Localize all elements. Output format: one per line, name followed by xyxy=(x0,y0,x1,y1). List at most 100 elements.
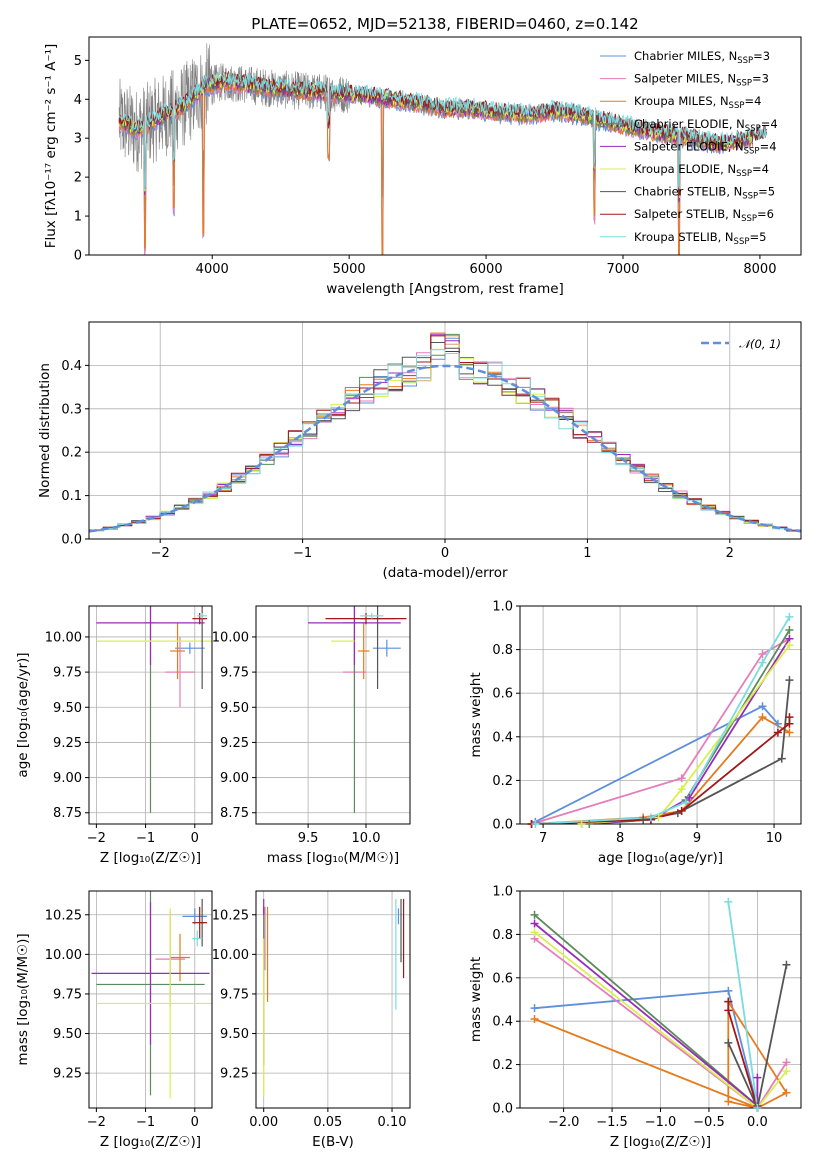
y-tick-label: 9.50 xyxy=(220,701,249,716)
legend-label: Chabrier MILES, NSSP=3 xyxy=(634,49,770,66)
x-tick-label: 10.0 xyxy=(352,831,381,846)
plot-area xyxy=(308,606,407,813)
x-axis-label: wavelength [Angstrom, rest frame] xyxy=(326,281,564,297)
plot-area xyxy=(91,891,212,1099)
legend-label: Salpeter MILES, NSSP=3 xyxy=(634,72,769,89)
y-tick-label: 4 xyxy=(74,93,82,108)
plot-area xyxy=(96,606,212,813)
data-point xyxy=(646,813,655,822)
x-tick-label: −2.0 xyxy=(548,1115,580,1130)
y-axis-label: mass [log₁₀(M/M☉)] xyxy=(15,933,31,1065)
age-vs-mass-axes: 9.5 10.0 8.75 9.00 9.25 9.50 9.75 10.00 mass [lo… xyxy=(212,605,411,866)
series-line-chabrier-stelib xyxy=(727,964,788,1108)
y-tick-label: 9.25 xyxy=(53,736,82,751)
legend-label: Salpeter ELODIE, NSSP=4 xyxy=(634,139,777,156)
y-tick-label: 9.25 xyxy=(220,736,249,751)
data-point xyxy=(530,1004,539,1013)
data-point xyxy=(531,820,540,828)
y-axis-label: Normed distribution xyxy=(37,363,53,498)
age-vs-metallicity-axes: −2 −1 0 8.75 9.00 9.25 9.50 9.75 10.00 Z [log₁₀(Z… xyxy=(15,605,213,866)
data-point xyxy=(782,1067,791,1076)
data-point xyxy=(724,997,733,1006)
data-point xyxy=(777,754,786,763)
y-tick-label: 0.1 xyxy=(61,489,82,504)
data-point xyxy=(530,928,539,937)
data-point xyxy=(724,1006,733,1015)
axes-frame xyxy=(88,890,213,1109)
x-tick-label: 7000 xyxy=(606,262,639,277)
x-tick-label: −0.5 xyxy=(693,1115,725,1130)
y-axis-label: mass weight xyxy=(468,957,484,1042)
y-axis-label: age [log₁₀(age/yr)] xyxy=(15,652,31,777)
x-tick-label: −1.0 xyxy=(645,1115,677,1130)
plot-area xyxy=(118,43,768,255)
y-tick-label: 0.4 xyxy=(61,359,82,374)
residual-histogram-salpeter-stelib xyxy=(89,335,801,532)
x-tick-label: 0.10 xyxy=(378,1115,407,1130)
x-tick-label: 4000 xyxy=(196,262,229,277)
x-axis-label: (data-model)/error xyxy=(382,565,508,581)
data-point xyxy=(753,1104,762,1112)
y-tick-label: 10.00 xyxy=(45,630,82,645)
x-axis-label: Z [log₁₀(Z/Z☉)] xyxy=(100,850,201,866)
x-tick-label: 5000 xyxy=(333,262,366,277)
x-tick-label: −2 xyxy=(87,1115,106,1130)
y-tick-label: 10.00 xyxy=(212,948,249,963)
data-point xyxy=(654,813,663,822)
series-line-kroupa-miles xyxy=(531,716,790,824)
data-point xyxy=(724,1038,733,1047)
y-tick-label: 9.75 xyxy=(53,987,82,1002)
legend-label: Kroupa MILES, NSSP=4 xyxy=(634,94,761,111)
data-point xyxy=(530,910,539,919)
x-tick-label: −1 xyxy=(293,546,312,561)
y-tick-label: 9.50 xyxy=(53,701,82,716)
data-point xyxy=(685,793,694,802)
x-tick-label: 2 xyxy=(726,546,734,561)
y-tick-label: 9.75 xyxy=(53,666,82,681)
mass-vs-ebv-axes: 0.00 0.05 0.10 9.25 9.50 9.75 10.00 10.25 E(B-V) xyxy=(212,890,411,1150)
x-tick-label: 0.0 xyxy=(747,1115,768,1130)
axes-frame xyxy=(88,36,802,256)
mass-vs-metallicity-axes: −2 −1 0 9.25 9.50 9.75 10.00 10.25 Z [log₁₀(Z/Z☉… xyxy=(15,890,213,1150)
x-tick-label: 0.05 xyxy=(313,1115,342,1130)
x-tick-label: 6000 xyxy=(470,262,503,277)
y-tick-label: 0.3 xyxy=(61,402,82,417)
legend: Chabrier MILES, NSSP=3 Salpeter MILES, NS… xyxy=(600,49,778,247)
data-point xyxy=(773,719,782,728)
data-point xyxy=(677,785,686,794)
y-tick-label: 0.2 xyxy=(61,446,82,461)
x-tick-label: 7 xyxy=(539,831,547,846)
residuals-axes: −2 −1 0 1 2 0.0 0.1 0.2 0.3 0.4 (data-model)/error… xyxy=(37,321,802,581)
data-point xyxy=(677,774,686,783)
series-line-salpeter-miles xyxy=(531,637,790,824)
x-tick-label: 0 xyxy=(191,831,199,846)
y-tick-label: 0.6 xyxy=(492,971,513,986)
mass-weight-vs-metallicity-axes: −2.0 −1.5 −1.0 −0.5 0.0 0.0 0.2 0.4 0.6 0.8 1.0 Z [… xyxy=(468,885,802,1150)
data-point xyxy=(530,919,539,928)
y-tick-label: 9.75 xyxy=(220,987,249,1002)
y-tick-label: 8.75 xyxy=(220,806,249,821)
y-tick-label: 10.00 xyxy=(212,630,249,645)
y-tick-label: 10.25 xyxy=(212,908,249,923)
data-point xyxy=(724,986,733,995)
data-point xyxy=(758,702,767,711)
data-point xyxy=(782,960,791,969)
y-tick-label: 1.0 xyxy=(492,885,513,900)
data-point xyxy=(758,713,767,722)
y-tick-label: 1.0 xyxy=(492,600,513,615)
x-axis-label: Z [log₁₀(Z/Z☉)] xyxy=(100,1134,201,1150)
y-tick-label: 1 xyxy=(74,210,82,225)
data-point xyxy=(681,798,690,807)
data-point xyxy=(585,820,594,828)
x-tick-label: 1 xyxy=(583,546,591,561)
legend-label: Kroupa STELIB, NSSP=5 xyxy=(634,230,766,247)
legend: 𝒩(0, 1) xyxy=(701,337,781,351)
series-line-chabrier-miles xyxy=(534,705,779,823)
axes-frame xyxy=(519,890,802,1109)
x-tick-label: −2 xyxy=(151,546,170,561)
y-tick-label: 8.75 xyxy=(53,806,82,821)
axes-frame xyxy=(88,605,213,825)
y-tick-label: 0 xyxy=(74,249,82,264)
legend-label: Chabrier STELIB, NSSP=5 xyxy=(634,185,775,202)
